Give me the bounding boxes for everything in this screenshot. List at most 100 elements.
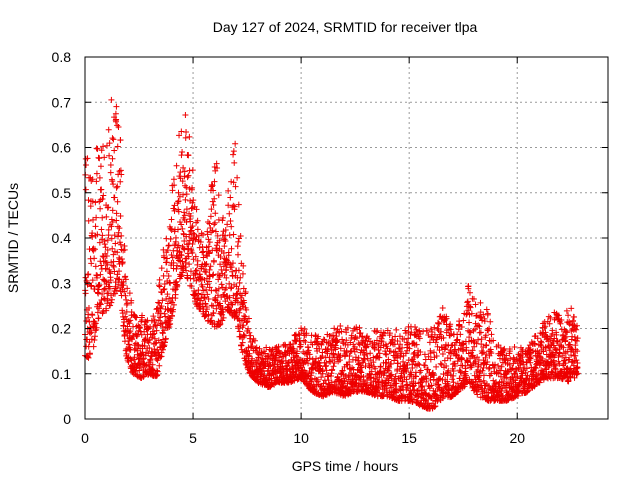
data-point bbox=[476, 323, 483, 330]
data-point bbox=[145, 339, 152, 346]
data-point bbox=[480, 359, 487, 366]
data-point bbox=[123, 296, 130, 303]
data-point bbox=[462, 362, 469, 369]
data-point bbox=[161, 310, 168, 317]
data-point bbox=[156, 283, 163, 290]
data-point bbox=[442, 390, 449, 397]
data-point bbox=[155, 317, 162, 324]
data-point bbox=[346, 359, 353, 366]
data-point bbox=[386, 364, 393, 371]
data-point bbox=[171, 182, 178, 189]
data-point bbox=[457, 331, 464, 338]
data-point bbox=[507, 355, 514, 362]
data-point bbox=[116, 168, 123, 175]
data-point bbox=[549, 330, 556, 337]
data-point bbox=[343, 329, 350, 336]
data-point bbox=[493, 385, 500, 392]
data-point bbox=[475, 322, 482, 329]
data-point bbox=[405, 335, 412, 342]
data-point bbox=[243, 347, 250, 354]
data-point bbox=[204, 291, 211, 298]
data-point bbox=[156, 362, 163, 369]
data-point bbox=[104, 246, 111, 253]
data-point bbox=[109, 155, 116, 162]
data-point bbox=[93, 214, 100, 221]
data-point bbox=[208, 302, 215, 309]
data-point bbox=[485, 365, 492, 372]
data-point bbox=[115, 124, 122, 131]
data-point bbox=[447, 326, 454, 333]
data-point bbox=[225, 187, 232, 194]
data-point bbox=[415, 360, 422, 367]
data-point bbox=[213, 242, 220, 249]
data-point bbox=[353, 346, 360, 353]
data-point bbox=[164, 255, 171, 262]
data-point bbox=[439, 304, 446, 311]
data-point bbox=[114, 183, 121, 190]
data-point bbox=[495, 362, 502, 369]
data-point bbox=[86, 351, 93, 358]
data-point bbox=[355, 380, 362, 387]
data-point bbox=[162, 313, 169, 320]
data-point bbox=[352, 354, 359, 361]
data-point bbox=[219, 317, 226, 324]
data-point bbox=[88, 329, 95, 336]
data-point bbox=[127, 317, 134, 324]
data-point bbox=[181, 212, 188, 219]
data-point bbox=[538, 339, 545, 346]
data-point bbox=[189, 249, 196, 256]
data-point bbox=[94, 145, 101, 152]
data-point bbox=[158, 303, 165, 310]
data-point bbox=[217, 261, 224, 268]
data-point bbox=[129, 336, 136, 343]
data-point bbox=[408, 329, 415, 336]
data-point bbox=[469, 347, 476, 354]
data-point bbox=[168, 252, 175, 259]
data-point bbox=[294, 348, 301, 355]
data-point bbox=[406, 345, 413, 352]
data-point bbox=[89, 312, 96, 319]
data-point bbox=[202, 261, 209, 268]
data-point bbox=[421, 386, 428, 393]
data-point bbox=[330, 363, 337, 370]
data-point bbox=[116, 225, 123, 232]
data-point bbox=[214, 299, 221, 306]
data-point bbox=[92, 320, 99, 327]
data-point bbox=[404, 341, 411, 348]
data-point bbox=[171, 207, 178, 214]
data-point bbox=[557, 342, 564, 349]
data-point bbox=[200, 232, 207, 239]
data-point bbox=[240, 322, 247, 329]
data-point bbox=[376, 350, 383, 357]
data-point bbox=[104, 237, 111, 244]
data-point bbox=[472, 301, 479, 308]
data-point bbox=[301, 326, 308, 333]
data-point bbox=[338, 328, 345, 335]
data-point bbox=[503, 352, 510, 359]
data-point bbox=[245, 315, 252, 322]
data-point bbox=[401, 336, 408, 343]
data-point bbox=[399, 378, 406, 385]
data-point bbox=[84, 281, 91, 288]
data-point bbox=[477, 299, 484, 306]
data-point bbox=[479, 367, 486, 374]
data-point bbox=[572, 352, 579, 359]
data-point bbox=[571, 314, 578, 321]
data-point bbox=[245, 325, 252, 332]
data-point bbox=[447, 347, 454, 354]
data-point bbox=[113, 103, 120, 110]
data-point bbox=[110, 136, 117, 143]
data-point bbox=[414, 397, 421, 404]
data-point bbox=[179, 225, 186, 232]
data-point bbox=[222, 226, 229, 233]
data-point bbox=[440, 371, 447, 378]
data-point bbox=[490, 337, 497, 344]
x-tick-label: 20 bbox=[509, 430, 525, 446]
data-point bbox=[325, 345, 332, 352]
data-point bbox=[157, 314, 164, 321]
data-point bbox=[572, 325, 579, 332]
data-point bbox=[84, 155, 91, 162]
data-point bbox=[202, 300, 209, 307]
data-point bbox=[463, 347, 470, 354]
data-point bbox=[108, 235, 115, 242]
